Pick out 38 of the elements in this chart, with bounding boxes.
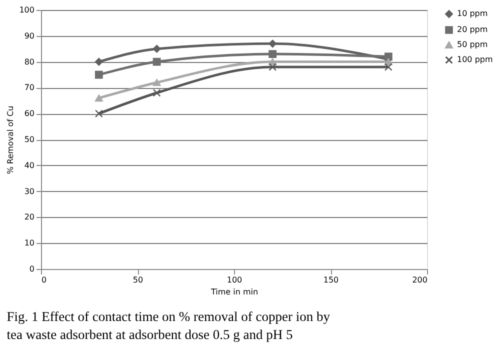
point: [152, 88, 161, 97]
point: [152, 79, 161, 86]
y-axis-title: % Removal of Cu: [6, 106, 16, 174]
point: [94, 110, 103, 118]
y-tick-label: 70: [24, 83, 34, 92]
point: [152, 58, 161, 66]
y-tick-label: 20: [24, 212, 34, 222]
legend-label: 20 ppm: [457, 25, 488, 34]
y-tick-label: 0: [29, 264, 34, 274]
x-tick-label: 100: [226, 276, 242, 284]
legend-label: 10 ppm: [457, 9, 488, 18]
point: [384, 52, 392, 61]
point: [152, 44, 161, 53]
x-tick-label: 50: [132, 276, 144, 284]
caption: Fig. 1 Effect of contact time on % removal of copper ion by tea waste adsorbent at adsorbent dose 0.5 g and pH 5: [6, 309, 330, 342]
legend-label: 100 ppm: [457, 55, 493, 64]
point: [268, 58, 277, 66]
y-tick-label: 100: [19, 6, 34, 14]
y-tick-label: 10: [24, 238, 34, 248]
y-tick-label: 80: [24, 57, 34, 66]
x-tick-label: 0: [42, 276, 47, 284]
x-tick-label: 150: [323, 276, 339, 284]
y-tick-label: 40: [24, 160, 34, 170]
point: [384, 58, 392, 66]
y-tick-label: 90: [24, 31, 34, 40]
point: [384, 63, 392, 71]
y-tick-label: 30: [24, 186, 34, 196]
point: [94, 70, 103, 79]
point: [268, 63, 277, 71]
x-axis-title: Time in min: [210, 288, 258, 296]
y-tick-label: 50: [24, 135, 34, 144]
x-tick-label: 200: [412, 276, 428, 284]
point: [94, 94, 103, 102]
point: [268, 40, 277, 48]
point: [268, 50, 277, 58]
point: [94, 58, 103, 66]
legend-label: 50 ppm: [457, 40, 488, 49]
y-tick-label: 60: [24, 109, 34, 118]
